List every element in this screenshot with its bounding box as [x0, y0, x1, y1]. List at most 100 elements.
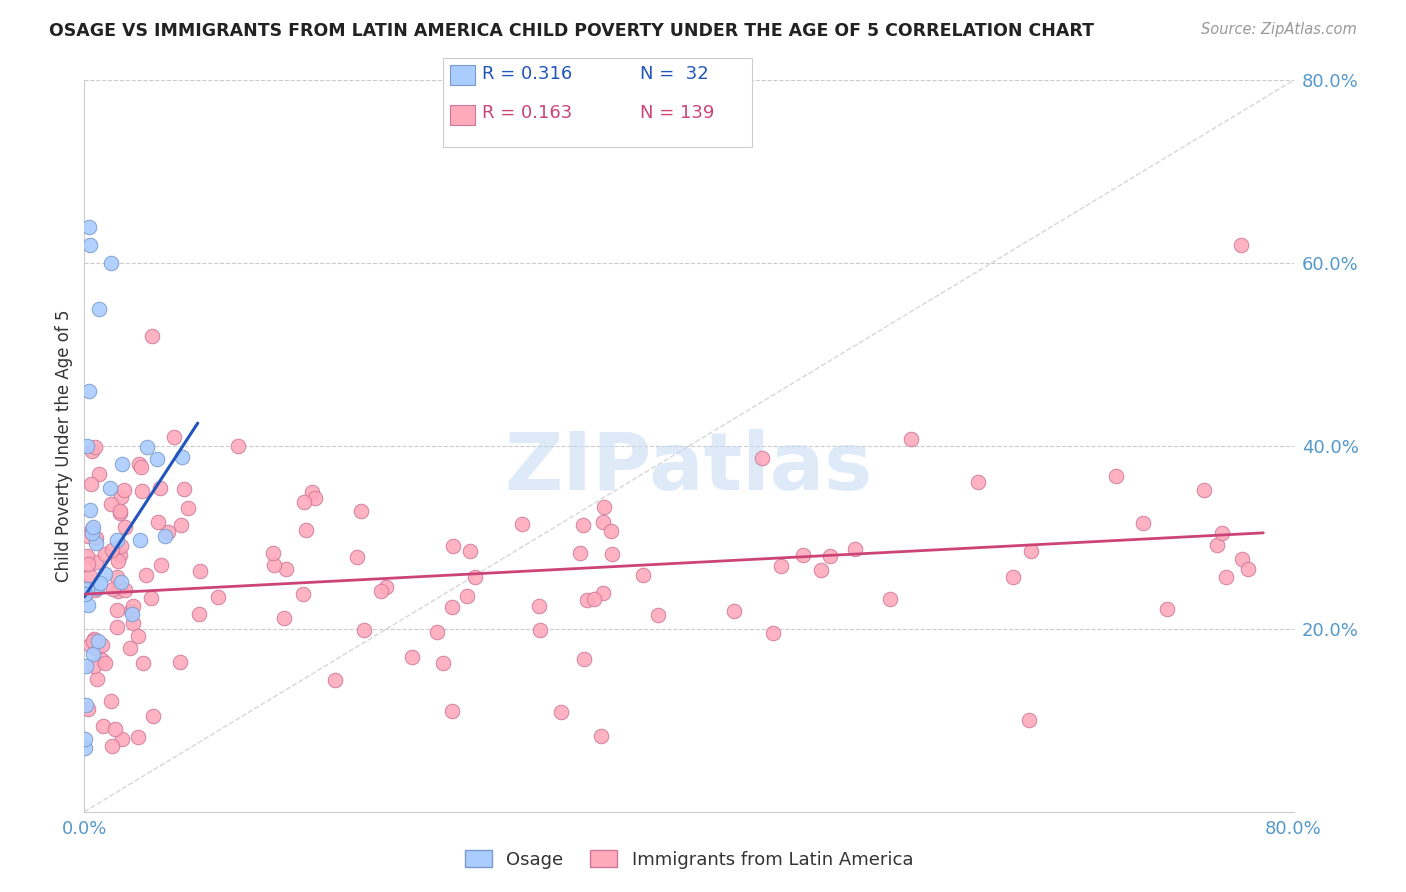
Point [426, 624, 449, 639]
Point [80, 476, 103, 491]
Point [77, 598, 100, 612]
Point [568, 546, 591, 560]
Point [810, 563, 832, 577]
Point [370, 584, 392, 599]
Point [108, 507, 131, 521]
Point [83, 659, 105, 673]
Point [77, 702, 100, 716]
Point [129, 460, 152, 475]
Point [440, 600, 463, 615]
Point [127, 730, 149, 744]
Point [591, 729, 613, 743]
Point [84, 531, 107, 545]
Point [89, 467, 111, 481]
Y-axis label: Child Poverty Under the Age of 5: Child Poverty Under the Age of 5 [55, 310, 73, 582]
Point [1230, 238, 1253, 252]
Point [79, 568, 101, 582]
Point [77, 582, 100, 597]
Point [226, 439, 249, 453]
Point [176, 500, 198, 515]
Point [136, 441, 159, 455]
Point [121, 599, 143, 614]
Point [83, 641, 105, 656]
Point [141, 329, 163, 343]
Point [107, 579, 129, 593]
Point [83, 440, 105, 454]
Text: N =  32: N = 32 [640, 65, 709, 83]
Point [207, 590, 229, 604]
Point [128, 457, 150, 471]
Point [132, 657, 155, 671]
Point [86, 581, 108, 595]
Point [120, 641, 142, 656]
Point [600, 547, 623, 561]
Point [76, 549, 98, 563]
Point [89, 575, 111, 590]
Point [1002, 569, 1025, 583]
Point [77, 557, 100, 571]
Point [101, 582, 124, 596]
Point [75, 587, 97, 601]
Point [441, 704, 464, 718]
Point [79, 638, 101, 652]
Point [592, 586, 614, 600]
Point [751, 451, 773, 466]
Point [323, 673, 346, 688]
Point [121, 607, 143, 622]
Point [94, 566, 117, 581]
Point [111, 458, 134, 472]
Point [82, 647, 104, 661]
Point [120, 604, 142, 618]
Point [127, 630, 149, 644]
Point [844, 541, 866, 556]
Point [301, 484, 323, 499]
Point [304, 491, 326, 505]
Point [188, 607, 211, 622]
Point [94, 656, 117, 670]
Point [82, 520, 104, 534]
Point [173, 482, 195, 496]
Point [292, 587, 315, 601]
Point [100, 739, 122, 753]
Point [572, 517, 595, 532]
Point [79, 503, 101, 517]
Point [91, 638, 114, 652]
Point [110, 539, 132, 553]
Point [170, 450, 193, 464]
Point [149, 558, 172, 572]
Point [441, 540, 464, 554]
Point [294, 495, 316, 509]
Text: R = 0.316: R = 0.316 [482, 65, 572, 83]
Point [723, 604, 745, 618]
Point [792, 549, 814, 563]
Point [273, 611, 295, 625]
Point [131, 484, 153, 499]
Point [89, 301, 111, 316]
Point [100, 694, 122, 708]
Point [80, 522, 103, 536]
Point [76, 529, 98, 543]
Point [114, 483, 136, 497]
Text: Source: ZipAtlas.com: Source: ZipAtlas.com [1201, 22, 1357, 37]
Point [464, 569, 486, 583]
Point [110, 490, 132, 504]
Point [104, 722, 127, 736]
Point [582, 592, 605, 607]
Text: R = 0.163: R = 0.163 [482, 104, 572, 122]
Point [1206, 538, 1229, 552]
Point [769, 559, 792, 574]
Point [762, 626, 785, 640]
Point [375, 580, 398, 594]
Point [90, 653, 112, 667]
Point [574, 652, 596, 666]
Point [75, 731, 97, 746]
Point [820, 549, 842, 563]
Point [1215, 569, 1237, 583]
Point [575, 592, 598, 607]
Point [527, 599, 550, 614]
Point [110, 575, 132, 590]
Point [142, 709, 165, 723]
Point [1236, 562, 1258, 576]
Point [76, 582, 98, 596]
Point [401, 650, 423, 665]
